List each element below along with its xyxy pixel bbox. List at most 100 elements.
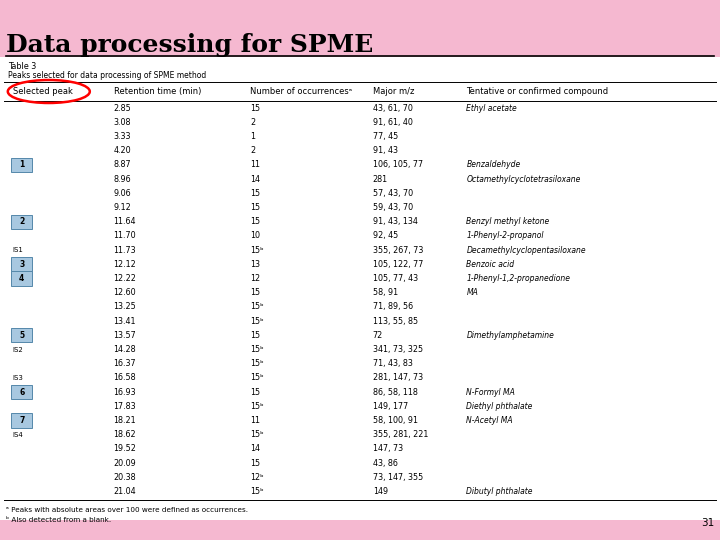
Text: IS3: IS3 [13, 375, 24, 381]
FancyBboxPatch shape [12, 214, 32, 229]
Text: 12.12: 12.12 [114, 260, 136, 269]
Text: 15: 15 [251, 288, 261, 297]
Text: 18.21: 18.21 [114, 416, 136, 425]
Text: 355, 267, 73: 355, 267, 73 [373, 246, 423, 254]
Text: 15ᵇ: 15ᵇ [251, 345, 264, 354]
Text: MA: MA [467, 288, 478, 297]
Text: Dibutyl phthalate: Dibutyl phthalate [467, 487, 533, 496]
Text: 3.33: 3.33 [114, 132, 131, 141]
Text: 113, 55, 85: 113, 55, 85 [373, 316, 418, 326]
Text: 15: 15 [251, 104, 261, 113]
Text: Diethyl phthalate: Diethyl phthalate [467, 402, 533, 411]
Text: 147, 73: 147, 73 [373, 444, 403, 454]
Text: 105, 77, 43: 105, 77, 43 [373, 274, 418, 283]
Text: 31: 31 [701, 518, 714, 528]
Text: 106, 105, 77: 106, 105, 77 [373, 160, 423, 170]
FancyBboxPatch shape [12, 158, 32, 172]
Text: ᵇ Also detected from a blank.: ᵇ Also detected from a blank. [6, 517, 111, 523]
Text: 12.60: 12.60 [114, 288, 136, 297]
Text: Benzaldehyde: Benzaldehyde [467, 160, 521, 170]
Text: 149: 149 [373, 487, 388, 496]
Text: 20.38: 20.38 [114, 473, 136, 482]
Text: Tentative or confirmed compound: Tentative or confirmed compound [467, 87, 608, 96]
Text: 91, 43: 91, 43 [373, 146, 397, 155]
Text: 4: 4 [19, 274, 24, 283]
Text: 6: 6 [19, 388, 24, 396]
Text: 355, 281, 221: 355, 281, 221 [373, 430, 428, 439]
Text: Number of occurrencesᵃ: Number of occurrencesᵃ [251, 87, 353, 96]
Text: 10: 10 [251, 232, 261, 240]
Text: Table 3: Table 3 [8, 62, 36, 71]
Text: 14: 14 [251, 174, 261, 184]
Text: 16.93: 16.93 [114, 388, 136, 396]
Text: 15: 15 [251, 388, 261, 396]
Bar [0, 57, 720, 520]
Text: 11.64: 11.64 [114, 217, 136, 226]
Text: 11.70: 11.70 [114, 232, 136, 240]
Text: 15ᵇ: 15ᵇ [251, 430, 264, 439]
Text: Selected peak: Selected peak [13, 87, 73, 96]
Text: 15ᵇ: 15ᵇ [251, 487, 264, 496]
Text: 72: 72 [373, 331, 383, 340]
Text: Benzyl methyl ketone: Benzyl methyl ketone [467, 217, 549, 226]
Text: 13.25: 13.25 [114, 302, 136, 312]
Text: IS2: IS2 [13, 347, 24, 353]
Text: 15ᵇ: 15ᵇ [251, 402, 264, 411]
Text: 11: 11 [251, 416, 261, 425]
Text: 13.57: 13.57 [114, 331, 136, 340]
Text: 15ᵇ: 15ᵇ [251, 246, 264, 254]
Text: 2: 2 [251, 146, 256, 155]
Text: 71, 89, 56: 71, 89, 56 [373, 302, 413, 312]
Text: 2: 2 [19, 217, 24, 226]
Text: 281: 281 [373, 174, 388, 184]
Text: 91, 43, 134: 91, 43, 134 [373, 217, 418, 226]
Text: 1: 1 [19, 160, 24, 170]
Text: 9.06: 9.06 [114, 189, 131, 198]
Text: 9.12: 9.12 [114, 203, 131, 212]
Text: N-Formyl MA: N-Formyl MA [467, 388, 516, 396]
Text: 15: 15 [251, 217, 261, 226]
Text: 1: 1 [251, 132, 256, 141]
Text: IS1: IS1 [13, 247, 24, 253]
FancyBboxPatch shape [12, 385, 32, 399]
Text: 3.08: 3.08 [114, 118, 131, 127]
Text: N-Acetyl MA: N-Acetyl MA [467, 416, 513, 425]
Text: 3: 3 [19, 260, 24, 269]
Text: 2: 2 [251, 118, 256, 127]
FancyBboxPatch shape [12, 257, 32, 272]
Text: ᵃ Peaks with absolute areas over 100 were defined as occurrences.: ᵃ Peaks with absolute areas over 100 wer… [6, 507, 248, 513]
Text: Decamethylcyclopentasiloxane: Decamethylcyclopentasiloxane [467, 246, 586, 254]
Text: 8.96: 8.96 [114, 174, 131, 184]
Text: 341, 73, 325: 341, 73, 325 [373, 345, 423, 354]
Text: 13.41: 13.41 [114, 316, 136, 326]
Text: 1-Phenyl-2-propanol: 1-Phenyl-2-propanol [467, 232, 544, 240]
Text: 58, 100, 91: 58, 100, 91 [373, 416, 418, 425]
Text: 59, 43, 70: 59, 43, 70 [373, 203, 413, 212]
Text: 7: 7 [19, 416, 24, 425]
Text: 8.87: 8.87 [114, 160, 131, 170]
Text: 4.20: 4.20 [114, 146, 131, 155]
Text: 281, 147, 73: 281, 147, 73 [373, 373, 423, 382]
Text: 12: 12 [251, 274, 261, 283]
Text: 15: 15 [251, 189, 261, 198]
Text: 91, 61, 40: 91, 61, 40 [373, 118, 413, 127]
Text: 86, 58, 118: 86, 58, 118 [373, 388, 418, 396]
Text: 15: 15 [251, 331, 261, 340]
Text: Major m/z: Major m/z [373, 87, 414, 96]
FancyBboxPatch shape [12, 328, 32, 342]
Text: Dimethylamphetamine: Dimethylamphetamine [467, 331, 554, 340]
Text: 15: 15 [251, 203, 261, 212]
FancyBboxPatch shape [12, 272, 32, 286]
FancyBboxPatch shape [12, 414, 32, 428]
Text: 58, 91: 58, 91 [373, 288, 398, 297]
Text: 14: 14 [251, 444, 261, 454]
Text: 71, 43, 83: 71, 43, 83 [373, 359, 413, 368]
Text: Octamethylcyclotetrasiloxane: Octamethylcyclotetrasiloxane [467, 174, 581, 184]
Text: 5: 5 [19, 331, 24, 340]
Text: 12ᵇ: 12ᵇ [251, 473, 264, 482]
Text: 21.04: 21.04 [114, 487, 136, 496]
Text: 15: 15 [251, 458, 261, 468]
Bar [0, 0, 720, 57]
Text: 15ᵇ: 15ᵇ [251, 316, 264, 326]
Text: 2.85: 2.85 [114, 104, 131, 113]
